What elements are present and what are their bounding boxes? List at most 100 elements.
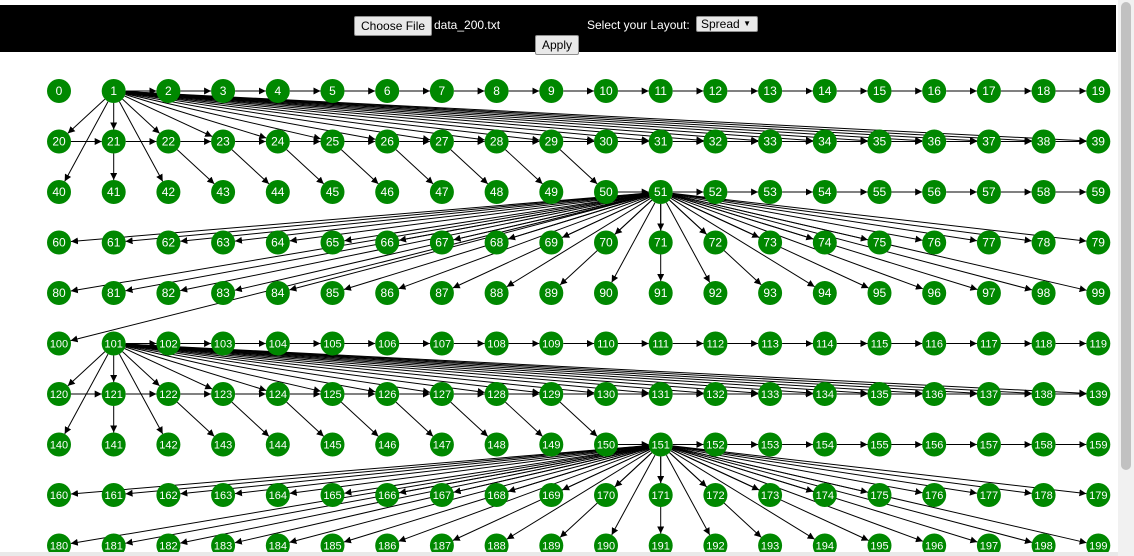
graph-node[interactable]: 172 xyxy=(703,483,728,507)
graph-node[interactable]: 45 xyxy=(320,180,345,204)
graph-node[interactable]: 11 xyxy=(648,79,673,103)
scrollbar-thumb[interactable] xyxy=(1121,2,1131,470)
graph-node[interactable]: 112 xyxy=(703,331,728,356)
graph-node[interactable]: 71 xyxy=(648,230,673,255)
graph-node[interactable]: 163 xyxy=(211,483,236,507)
graph-node[interactable]: 153 xyxy=(758,432,783,457)
graph-node[interactable]: 126 xyxy=(375,382,400,406)
graph-node[interactable]: 64 xyxy=(265,230,290,255)
graph-node[interactable]: 169 xyxy=(539,483,564,507)
graph-node[interactable]: 160 xyxy=(47,483,71,507)
graph-node[interactable]: 34 xyxy=(812,129,837,154)
graph-node[interactable]: 54 xyxy=(812,180,837,204)
graph-node[interactable]: 151 xyxy=(648,432,673,457)
graph-node[interactable]: 55 xyxy=(867,180,892,204)
graph-node[interactable]: 98 xyxy=(1031,281,1056,305)
graph-node[interactable]: 148 xyxy=(484,432,509,457)
choose-file-button[interactable]: Choose File xyxy=(354,16,433,36)
graph-node[interactable]: 145 xyxy=(320,432,345,457)
graph-node[interactable]: 32 xyxy=(703,129,728,154)
graph-node[interactable]: 6 xyxy=(375,79,400,103)
graph-node[interactable]: 50 xyxy=(594,180,618,204)
graph-node[interactable]: 110 xyxy=(594,331,618,356)
graph-node[interactable]: 178 xyxy=(1031,483,1056,507)
graph-node[interactable]: 48 xyxy=(484,180,509,204)
graph-node[interactable]: 51 xyxy=(648,180,673,204)
graph-node[interactable]: 124 xyxy=(265,382,290,406)
layout-select[interactable]: Spread ▼ xyxy=(696,16,758,32)
graph-node[interactable]: 130 xyxy=(594,382,618,406)
graph-node[interactable]: 52 xyxy=(703,180,728,204)
graph-node[interactable]: 42 xyxy=(156,180,181,204)
graph-node[interactable]: 24 xyxy=(265,129,290,154)
graph-node[interactable]: 23 xyxy=(211,129,236,154)
graph-node[interactable]: 102 xyxy=(156,331,181,356)
graph-node[interactable]: 16 xyxy=(922,79,947,103)
graph-node[interactable]: 69 xyxy=(539,230,564,255)
graph-node[interactable]: 82 xyxy=(156,281,181,305)
graph-node[interactable]: 105 xyxy=(320,331,345,356)
graph-node[interactable]: 157 xyxy=(976,432,1001,457)
graph-node[interactable]: 179 xyxy=(1086,483,1111,507)
graph-node[interactable]: 138 xyxy=(1031,382,1056,406)
graph-node[interactable]: 142 xyxy=(156,432,181,457)
graph-node[interactable]: 56 xyxy=(922,180,947,204)
graph-node[interactable]: 133 xyxy=(758,382,783,406)
graph-node[interactable]: 165 xyxy=(320,483,345,507)
graph-node[interactable]: 37 xyxy=(976,129,1001,154)
graph-node[interactable]: 128 xyxy=(484,382,509,406)
graph-node[interactable]: 129 xyxy=(539,382,564,406)
graph-node[interactable]: 87 xyxy=(429,281,454,305)
graph-node[interactable]: 194 xyxy=(812,533,837,556)
graph-node[interactable]: 100 xyxy=(47,331,71,356)
graph-node[interactable]: 195 xyxy=(867,533,892,556)
graph-node[interactable]: 97 xyxy=(976,281,1001,305)
graph-node[interactable]: 89 xyxy=(539,281,564,305)
graph-node[interactable]: 123 xyxy=(211,382,236,406)
graph-node[interactable]: 198 xyxy=(1031,533,1056,556)
graph-node[interactable]: 28 xyxy=(484,129,509,154)
apply-button[interactable]: Apply xyxy=(535,35,579,55)
graph-node[interactable]: 7 xyxy=(429,79,454,103)
graph-node[interactable]: 136 xyxy=(922,382,947,406)
graph-node[interactable]: 14 xyxy=(812,79,837,103)
graph-node[interactable]: 155 xyxy=(867,432,892,457)
graph-node[interactable]: 143 xyxy=(211,432,236,457)
graph-node[interactable]: 76 xyxy=(922,230,947,255)
graph-node[interactable]: 26 xyxy=(375,129,400,154)
graph-node[interactable]: 10 xyxy=(594,79,618,103)
graph-node[interactable]: 121 xyxy=(101,382,126,406)
graph-node[interactable]: 65 xyxy=(320,230,345,255)
graph-node[interactable]: 18 xyxy=(1031,79,1056,103)
graph-node[interactable]: 86 xyxy=(375,281,400,305)
graph-node[interactable]: 152 xyxy=(703,432,728,457)
graph-node[interactable]: 29 xyxy=(539,129,564,154)
graph-node[interactable]: 83 xyxy=(211,281,236,305)
graph-node[interactable]: 19 xyxy=(1086,79,1111,103)
graph-node[interactable]: 127 xyxy=(429,382,454,406)
horizontal-scrollbar[interactable] xyxy=(0,552,1118,556)
graph-node[interactable]: 53 xyxy=(758,180,783,204)
graph-node[interactable]: 49 xyxy=(539,180,564,204)
graph-node[interactable]: 41 xyxy=(101,180,126,204)
graph-node[interactable]: 91 xyxy=(648,281,673,305)
graph-node[interactable]: 27 xyxy=(429,129,454,154)
graph-node[interactable]: 199 xyxy=(1086,533,1111,556)
graph-node[interactable]: 30 xyxy=(594,129,618,154)
graph-node[interactable]: 119 xyxy=(1086,331,1111,356)
graph-node[interactable]: 114 xyxy=(812,331,837,356)
graph-node[interactable]: 9 xyxy=(539,79,564,103)
graph-node[interactable]: 61 xyxy=(101,230,126,255)
graph-node[interactable]: 1 xyxy=(101,79,126,103)
graph-node[interactable]: 125 xyxy=(320,382,345,406)
graph-node[interactable]: 85 xyxy=(320,281,345,305)
graph-node[interactable]: 36 xyxy=(922,129,947,154)
graph-node[interactable]: 137 xyxy=(976,382,1001,406)
graph-node[interactable]: 72 xyxy=(703,230,728,255)
graph-node[interactable]: 95 xyxy=(867,281,892,305)
graph-node[interactable]: 31 xyxy=(648,129,673,154)
graph-node[interactable]: 62 xyxy=(156,230,181,255)
graph-node[interactable]: 101 xyxy=(101,331,126,356)
graph-node[interactable]: 134 xyxy=(812,382,837,406)
graph-node[interactable]: 197 xyxy=(976,533,1001,556)
